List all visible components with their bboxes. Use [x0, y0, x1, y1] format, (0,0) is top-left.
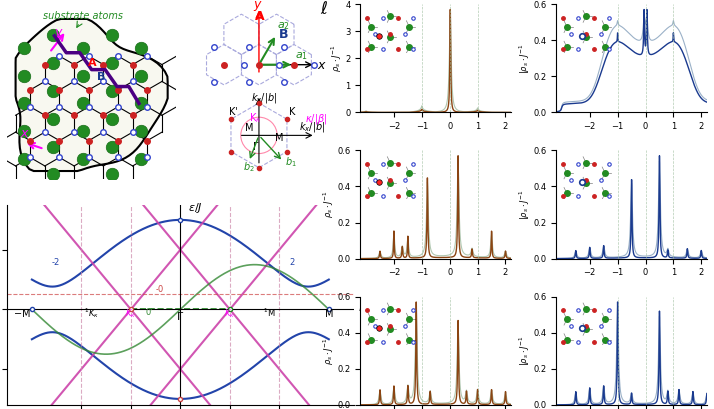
- Text: 0': 0': [146, 308, 154, 317]
- Text: x: x: [21, 127, 28, 140]
- Text: $\kappa/|\beta|$: $\kappa/|\beta|$: [306, 112, 328, 126]
- Text: $b_1$: $b_1$: [285, 156, 297, 169]
- Text: $a_1$: $a_1$: [296, 51, 308, 63]
- Text: $\kappa, \rho$: $\kappa, \rho$: [358, 303, 380, 315]
- Y-axis label: $\rho_s \cdot J^{-1}$: $\rho_s \cdot J^{-1}$: [322, 337, 336, 364]
- Y-axis label: $|\rho_s \cdot J^{-1}$: $|\rho_s \cdot J^{-1}$: [518, 189, 532, 220]
- Y-axis label: $\rho_s \cdot J^{-1}$: $\rho_s \cdot J^{-1}$: [322, 191, 336, 218]
- Text: $b_2$: $b_2$: [243, 160, 254, 173]
- Text: $\varepsilon/J$: $\varepsilon/J$: [188, 201, 203, 215]
- Y-axis label: $|\rho_s \cdot J^{-1}$: $|\rho_s \cdot J^{-1}$: [518, 335, 532, 366]
- Text: -0: -0: [156, 285, 164, 294]
- Text: $^1K_\kappa$: $^1K_\kappa$: [84, 306, 99, 320]
- Y-axis label: $|\rho_s \cdot J^{-1}$: $|\rho_s \cdot J^{-1}$: [518, 43, 532, 74]
- Text: 2: 2: [289, 258, 294, 267]
- Text: substrate atoms: substrate atoms: [43, 11, 124, 21]
- Text: $K_\kappa$: $K_\kappa$: [126, 308, 136, 320]
- Text: M: M: [245, 124, 253, 133]
- Text: $-$M: $-$M: [13, 307, 31, 319]
- Text: M: M: [325, 309, 333, 319]
- Text: M: M: [275, 133, 283, 144]
- Text: B: B: [279, 29, 288, 41]
- Text: A: A: [255, 10, 264, 23]
- Text: Γ: Γ: [253, 142, 258, 151]
- Text: $K_\kappa$: $K_\kappa$: [224, 308, 236, 320]
- Polygon shape: [16, 19, 168, 171]
- Text: $k_y/|b|$: $k_y/|b|$: [251, 92, 278, 106]
- Text: B: B: [96, 72, 105, 82]
- Text: K': K': [228, 107, 238, 117]
- Text: $k_x/|b|$: $k_x/|b|$: [299, 120, 326, 134]
- Text: K: K: [289, 107, 296, 117]
- Text: $a_2$: $a_2$: [277, 20, 290, 32]
- Text: Γ: Γ: [177, 312, 183, 322]
- Text: x: x: [318, 59, 325, 72]
- Text: -2: -2: [51, 258, 60, 267]
- Text: A: A: [89, 58, 97, 68]
- Text: $\ell$: $\ell$: [320, 0, 328, 18]
- Text: K$_\kappa$: K$_\kappa$: [249, 111, 261, 125]
- Text: y: y: [54, 26, 62, 39]
- Text: y: y: [253, 0, 261, 11]
- Text: $^1$M: $^1$M: [263, 306, 276, 319]
- Y-axis label: $\rho_s \cdot J^{-1}$: $\rho_s \cdot J^{-1}$: [330, 45, 344, 72]
